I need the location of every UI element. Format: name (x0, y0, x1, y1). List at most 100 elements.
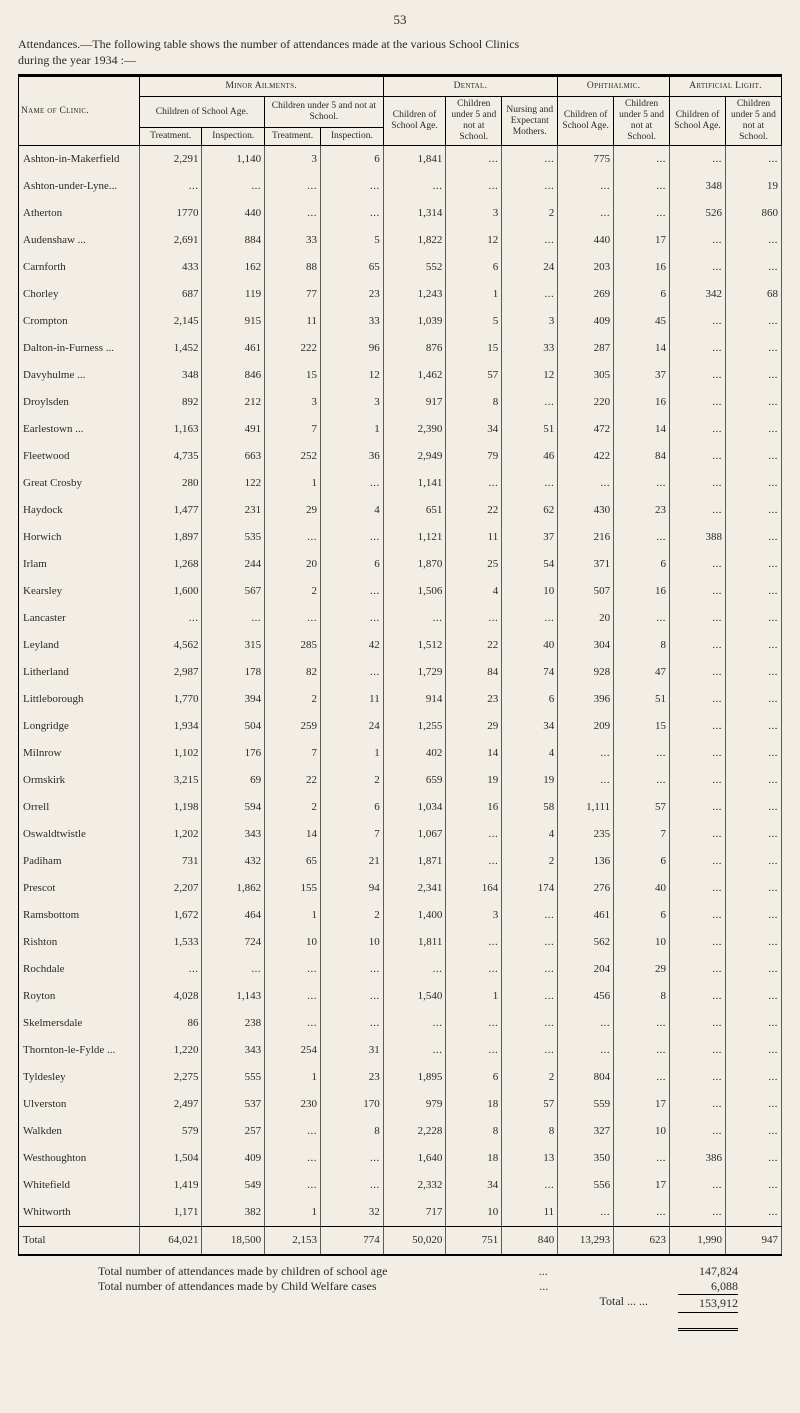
value-cell: 51 (502, 416, 558, 443)
value-cell: 13,293 (558, 1226, 614, 1255)
value-cell: 327 (558, 1118, 614, 1145)
value-cell: ... (383, 605, 446, 632)
value-cell: 2,341 (383, 875, 446, 902)
table-row: Droylsden892212339178...22016...... (19, 389, 782, 416)
value-cell: ... (558, 767, 614, 794)
value-cell: 6 (321, 794, 384, 821)
value-cell: 20 (558, 605, 614, 632)
value-cell: 16 (614, 389, 670, 416)
value-cell: ... (614, 173, 670, 200)
table-row: Whitworth1,1713821327171011............ (19, 1199, 782, 1227)
value-cell: 46 (502, 443, 558, 470)
col-oph-children-u5: Children under 5 and not at School. (614, 97, 670, 146)
value-cell: 7 (614, 821, 670, 848)
value-cell: ... (725, 983, 781, 1010)
value-cell: 2 (321, 902, 384, 929)
value-cell: 386 (670, 1145, 726, 1172)
value-cell: 19 (725, 173, 781, 200)
value-cell: 8 (446, 389, 502, 416)
value-cell: 40 (502, 632, 558, 659)
col-art-children-school: Children of School Age. (670, 97, 726, 146)
value-cell: 1,870 (383, 551, 446, 578)
value-cell: 16 (446, 794, 502, 821)
value-cell: 15 (446, 335, 502, 362)
clinic-name-cell: Great Crosby (19, 470, 140, 497)
value-cell: ... (265, 200, 321, 227)
value-cell: ... (446, 1010, 502, 1037)
value-cell: 456 (558, 983, 614, 1010)
value-cell: 1,934 (139, 713, 202, 740)
value-cell: 504 (202, 713, 265, 740)
value-cell: 176 (202, 740, 265, 767)
table-row: Lancaster.....................20........… (19, 605, 782, 632)
value-cell: 10 (614, 1118, 670, 1145)
value-cell: ... (321, 605, 384, 632)
value-cell: 2 (265, 794, 321, 821)
value-cell: ... (670, 389, 726, 416)
value-cell: 1,255 (383, 713, 446, 740)
value-cell: 562 (558, 929, 614, 956)
value-cell: 4,735 (139, 443, 202, 470)
value-cell: 409 (558, 308, 614, 335)
value-cell: 1,314 (383, 200, 446, 227)
clinic-name-cell: Rishton (19, 929, 140, 956)
value-cell: ... (265, 1172, 321, 1199)
value-cell: 58 (502, 794, 558, 821)
clinic-name-cell: Irlam (19, 551, 140, 578)
table-row: Irlam1,2682442061,87025543716...... (19, 551, 782, 578)
value-cell: ... (202, 956, 265, 983)
table-body: Ashton-in-Makerfield2,2911,140361,841...… (19, 145, 782, 1255)
value-cell: 3 (265, 389, 321, 416)
footer-row-2: Total number of attendances made by Chil… (98, 1279, 738, 1294)
col-group-minor: Minor Ailments. (139, 77, 383, 97)
clinic-name-cell: Tyldesley (19, 1064, 140, 1091)
value-cell: ... (321, 1010, 384, 1037)
value-cell: ... (725, 902, 781, 929)
value-cell: 4 (502, 821, 558, 848)
value-cell: 57 (502, 1091, 558, 1118)
value-cell: 10 (321, 929, 384, 956)
table-row: Rochdale.....................20429...... (19, 956, 782, 983)
value-cell: ... (725, 308, 781, 335)
value-cell: 717 (383, 1199, 446, 1227)
value-cell: ... (670, 740, 726, 767)
value-cell: 2 (265, 578, 321, 605)
value-cell: 7 (321, 821, 384, 848)
value-cell: 10 (446, 1199, 502, 1227)
value-cell: 6 (614, 848, 670, 875)
value-cell: ... (670, 1172, 726, 1199)
value-cell: 846 (202, 362, 265, 389)
value-cell: 1,672 (139, 902, 202, 929)
value-cell: ... (265, 605, 321, 632)
value-cell: ... (725, 794, 781, 821)
table-row: Skelmersdale86238.......................… (19, 1010, 782, 1037)
total-row: Total64,02118,5002,15377450,02075184013,… (19, 1226, 782, 1255)
table-row: Atherton1770440......1,31432......526860 (19, 200, 782, 227)
clinic-name-cell: Milnrow (19, 740, 140, 767)
value-cell: ... (502, 1010, 558, 1037)
table-row: Chorley68711977231,2431...269634268 (19, 281, 782, 308)
value-cell: ... (725, 443, 781, 470)
value-cell: ... (265, 1145, 321, 1172)
clinic-name-cell: Walkden (19, 1118, 140, 1145)
value-cell: 2,390 (383, 416, 446, 443)
table-row: Ormskirk3,215692226591919............ (19, 767, 782, 794)
value-cell: ... (502, 389, 558, 416)
clinic-name-cell: Leyland (19, 632, 140, 659)
value-cell: 8 (614, 983, 670, 1010)
value-cell: 14 (446, 740, 502, 767)
value-cell: 350 (558, 1145, 614, 1172)
table-row: Dalton-in-Furness ...1,45246122296876153… (19, 335, 782, 362)
value-cell: 119 (202, 281, 265, 308)
value-cell: ... (321, 578, 384, 605)
value-cell: 348 (670, 173, 726, 200)
value-cell: ... (725, 254, 781, 281)
value-cell: 2 (502, 848, 558, 875)
value-cell: 440 (202, 200, 265, 227)
col-children-under5-not: Children under 5 and not at School. (265, 97, 384, 128)
value-cell: ... (670, 902, 726, 929)
table-row: Ashton-in-Makerfield2,2911,140361,841...… (19, 145, 782, 173)
value-cell: ... (725, 875, 781, 902)
value-cell: ... (670, 362, 726, 389)
value-cell: ... (670, 308, 726, 335)
